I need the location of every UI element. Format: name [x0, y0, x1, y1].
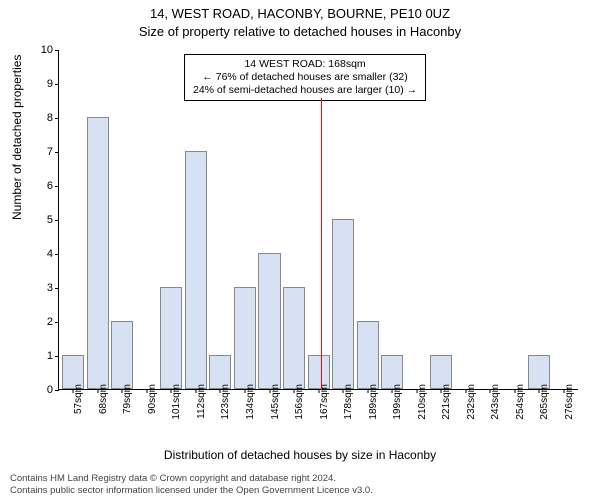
x-tick-label: 232sqm [466, 384, 477, 420]
bar-slot: 68sqm [86, 50, 111, 389]
y-tick-label: 7 [29, 146, 53, 158]
x-tick-label: 90sqm [147, 384, 158, 414]
x-tick-mark [318, 389, 319, 393]
y-tick-label: 8 [29, 112, 53, 124]
annotation-line-3: 24% of semi-detached houses are larger (… [193, 84, 417, 97]
y-tick-mark [55, 356, 59, 357]
page-subtitle: Size of property relative to detached ho… [0, 24, 600, 39]
x-tick-mark [416, 389, 417, 393]
y-tick-mark [55, 288, 59, 289]
x-tick-label: 189sqm [368, 384, 379, 420]
y-tick-mark [55, 84, 59, 85]
bar [87, 117, 109, 389]
x-tick-label: 199sqm [392, 384, 403, 420]
y-tick-mark [55, 152, 59, 153]
x-tick-mark [441, 389, 442, 393]
footer-line-2: Contains public sector information licen… [10, 485, 373, 496]
bar [111, 321, 133, 389]
bar-slot: 232sqm [454, 50, 479, 389]
footer-line-1: Contains HM Land Registry data © Crown c… [10, 473, 373, 484]
x-tick-mark [563, 389, 564, 393]
x-tick-mark [294, 389, 295, 393]
x-tick-mark [269, 389, 270, 393]
attribution-footer: Contains HM Land Registry data © Crown c… [10, 473, 373, 496]
y-tick-mark [55, 390, 59, 391]
x-tick-mark [73, 389, 74, 393]
x-tick-label: 134sqm [245, 384, 256, 420]
x-tick-mark [244, 389, 245, 393]
y-tick-mark [55, 50, 59, 51]
x-tick-mark [343, 389, 344, 393]
y-tick-mark [55, 254, 59, 255]
bar [357, 321, 379, 389]
x-tick-label: 57sqm [73, 384, 84, 414]
bar-slot: 101sqm [159, 50, 184, 389]
bar-slot: 265sqm [527, 50, 552, 389]
x-tick-label: 145sqm [270, 384, 281, 420]
chart-plot-area: 57sqm68sqm79sqm90sqm101sqm112sqm123sqm13… [58, 50, 578, 390]
x-tick-label: 221sqm [441, 384, 452, 420]
bar [283, 287, 305, 389]
bar-slot: 221sqm [429, 50, 454, 389]
bar [185, 151, 207, 389]
y-tick-mark [55, 118, 59, 119]
x-tick-label: 210sqm [417, 384, 428, 420]
x-tick-mark [514, 389, 515, 393]
y-tick-label: 6 [29, 180, 53, 192]
annotation-line-2: ← 76% of detached houses are smaller (32… [193, 71, 417, 84]
bar-slot: 90sqm [135, 50, 160, 389]
y-tick-label: 1 [29, 350, 53, 362]
x-axis-label: Distribution of detached houses by size … [0, 448, 600, 462]
y-tick-mark [55, 322, 59, 323]
x-tick-mark [122, 389, 123, 393]
x-tick-mark [146, 389, 147, 393]
bar [160, 287, 182, 389]
x-tick-mark [171, 389, 172, 393]
page-title-address: 14, WEST ROAD, HACONBY, BOURNE, PE10 0UZ [0, 6, 600, 21]
y-tick-label: 10 [29, 44, 53, 56]
x-tick-label: 276sqm [564, 384, 575, 420]
x-tick-mark [539, 389, 540, 393]
y-tick-mark [55, 186, 59, 187]
x-tick-label: 123sqm [220, 384, 231, 420]
x-tick-label: 68sqm [98, 384, 109, 414]
bar-slot: 79sqm [110, 50, 135, 389]
bar [234, 287, 256, 389]
y-tick-label: 0 [29, 384, 53, 396]
x-tick-label: 243sqm [490, 384, 501, 420]
x-tick-mark [220, 389, 221, 393]
x-tick-label: 79sqm [122, 384, 133, 414]
bar [258, 253, 280, 389]
x-tick-label: 156sqm [294, 384, 305, 420]
x-tick-mark [490, 389, 491, 393]
reference-line [321, 98, 322, 390]
x-tick-mark [465, 389, 466, 393]
y-tick-label: 5 [29, 214, 53, 226]
x-tick-label: 178sqm [343, 384, 354, 420]
x-tick-label: 265sqm [539, 384, 550, 420]
y-tick-label: 4 [29, 248, 53, 260]
x-tick-label: 254sqm [515, 384, 526, 420]
y-tick-label: 2 [29, 316, 53, 328]
x-tick-mark [97, 389, 98, 393]
x-tick-label: 112sqm [196, 384, 207, 419]
y-axis-label: Number of detached properties [10, 55, 24, 220]
bar [332, 219, 354, 389]
bar-slot: 276sqm [552, 50, 577, 389]
annotation-line-1: 14 WEST ROAD: 168sqm [193, 58, 417, 71]
x-tick-label: 101sqm [171, 384, 182, 420]
bar-slot: 57sqm [61, 50, 86, 389]
x-tick-mark [392, 389, 393, 393]
y-tick-label: 9 [29, 78, 53, 90]
x-tick-mark [195, 389, 196, 393]
y-tick-mark [55, 220, 59, 221]
y-tick-label: 3 [29, 282, 53, 294]
x-tick-mark [367, 389, 368, 393]
bar-slot: 243sqm [478, 50, 503, 389]
bar-slot: 254sqm [503, 50, 528, 389]
annotation-callout: 14 WEST ROAD: 168sqm ← 76% of detached h… [184, 54, 426, 101]
